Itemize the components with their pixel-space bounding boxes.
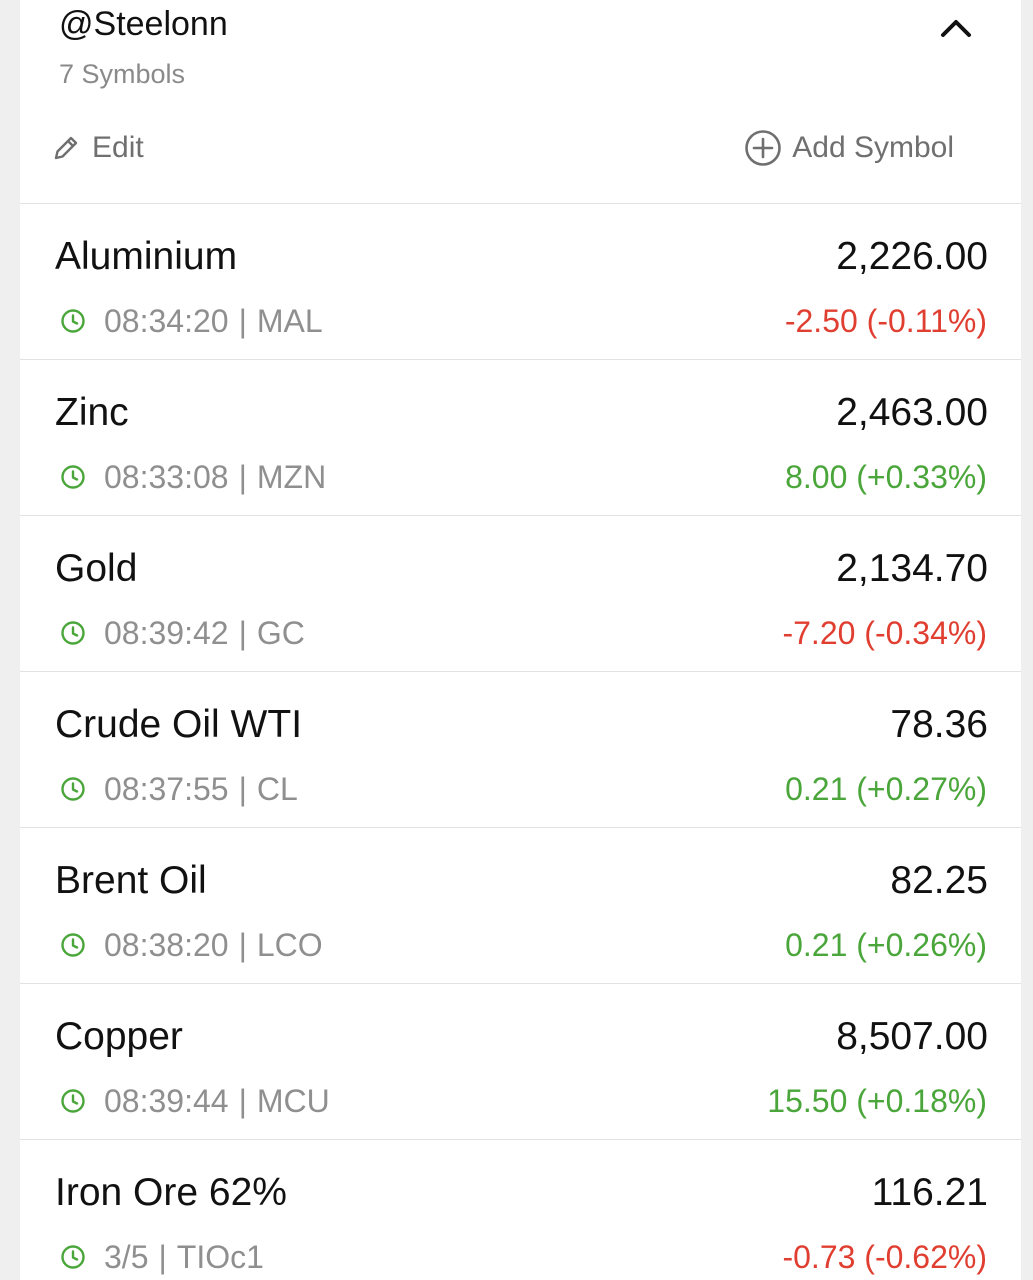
- symbol-name: Crude Oil WTI: [55, 703, 303, 746]
- symbol-name: Gold: [55, 547, 138, 590]
- add-symbol-label: Add Symbol: [792, 131, 954, 164]
- price-change: 15.50 (+0.18%): [767, 1083, 987, 1119]
- price-change: 0.21 (+0.27%): [785, 771, 987, 807]
- price-change: -7.20 (-0.34%): [782, 615, 987, 651]
- update-time: 08:37:55: [104, 771, 229, 807]
- price-change: -2.50 (-0.11%): [784, 303, 987, 339]
- update-time: 08:33:08: [104, 459, 229, 495]
- price-change: 0.21 (+0.26%): [785, 927, 987, 963]
- symbol-count: 7 Symbols: [59, 59, 186, 89]
- symbol-list: Aluminium 2,226.00 08:34:20 | MAL -2.50 …: [20, 204, 1021, 1280]
- separator: |: [238, 926, 247, 963]
- plus-circle-icon: [745, 130, 782, 166]
- symbol-meta: 08:37:55 | CL: [60, 769, 298, 809]
- edit-button[interactable]: Edit: [52, 126, 144, 170]
- ticker-symbol: GC: [256, 615, 305, 651]
- symbol-meta: 08:39:44 | MCU: [60, 1081, 330, 1121]
- symbol-meta: 08:34:20 | MAL: [60, 301, 323, 341]
- symbol-price: 2,226.00: [836, 235, 988, 278]
- symbol-row-mcu[interactable]: Copper 8,507.00 08:39:44 | MCU 15.50 (+0…: [20, 984, 1021, 1140]
- clock-icon: [60, 1088, 86, 1114]
- symbol-meta: 08:38:20 | LCO: [60, 925, 323, 965]
- watchlist-title: @Steelonn: [59, 5, 228, 43]
- clock-icon: [60, 776, 86, 802]
- chevron-up-icon: [941, 20, 971, 37]
- clock-icon: [60, 1244, 86, 1270]
- symbol-row-mal[interactable]: Aluminium 2,226.00 08:34:20 | MAL -2.50 …: [20, 204, 1021, 360]
- clock-icon: [60, 464, 86, 490]
- symbol-price: 2,463.00: [836, 391, 988, 434]
- symbol-price: 2,134.70: [836, 547, 988, 590]
- symbol-name: Aluminium: [55, 235, 238, 278]
- symbol-meta: 08:39:42 | GC: [60, 613, 305, 653]
- symbol-name: Iron Ore 62%: [55, 1171, 287, 1214]
- watchlist-header: @Steelonn 7 Symbols Edit Add Symbol: [20, 0, 1021, 204]
- separator: |: [238, 770, 247, 807]
- symbol-price: 8,507.00: [836, 1015, 988, 1058]
- update-time: 3/5: [104, 1239, 149, 1275]
- clock-icon: [60, 308, 86, 334]
- symbol-meta: 08:33:08 | MZN: [60, 457, 326, 497]
- ticker-symbol: MCU: [256, 1083, 330, 1119]
- price-change: -0.73 (-0.62%): [782, 1239, 987, 1275]
- symbol-row-tioc1[interactable]: Iron Ore 62% 116.21 3/5 | TIOc1 -0.73 (-…: [20, 1140, 1021, 1280]
- separator: |: [238, 458, 247, 495]
- ticker-symbol: TIOc1: [176, 1239, 264, 1275]
- symbol-price: 116.21: [871, 1171, 988, 1214]
- symbol-row-cl[interactable]: Crude Oil WTI 78.36 08:37:55 | CL 0.21 (…: [20, 672, 1021, 828]
- symbol-name: Brent Oil: [55, 859, 207, 902]
- symbol-row-gc[interactable]: Gold 2,134.70 08:39:42 | GC -7.20 (-0.34…: [20, 516, 1021, 672]
- ticker-symbol: LCO: [256, 927, 323, 963]
- clock-icon: [60, 620, 86, 646]
- symbol-name: Copper: [55, 1015, 183, 1058]
- price-change: 8.00 (+0.33%): [785, 459, 987, 495]
- watchlist-panel: @Steelonn 7 Symbols Edit Add Symbol Alum…: [20, 0, 1021, 1280]
- update-time: 08:34:20: [104, 303, 229, 339]
- add-symbol-button[interactable]: Add Symbol: [744, 126, 954, 170]
- symbol-price: 82.25: [890, 859, 988, 902]
- update-time: 08:38:20: [104, 927, 229, 963]
- ticker-symbol: CL: [256, 771, 298, 807]
- symbol-row-mzn[interactable]: Zinc 2,463.00 08:33:08 | MZN 8.00 (+0.33…: [20, 360, 1021, 516]
- update-time: 08:39:42: [104, 615, 229, 651]
- separator: |: [238, 302, 247, 339]
- separator: |: [238, 1082, 247, 1119]
- update-time: 08:39:44: [104, 1083, 229, 1119]
- separator: |: [158, 1238, 167, 1275]
- edit-label: Edit: [92, 131, 144, 164]
- ticker-symbol: MAL: [256, 303, 323, 339]
- ticker-symbol: MZN: [256, 459, 327, 495]
- symbol-price: 78.36: [890, 703, 988, 746]
- collapse-button[interactable]: [932, 8, 980, 48]
- symbol-meta: 3/5 | TIOc1: [60, 1237, 264, 1277]
- clock-icon: [60, 932, 86, 958]
- symbol-name: Zinc: [55, 391, 129, 434]
- symbol-row-lco[interactable]: Brent Oil 82.25 08:38:20 | LCO 0.21 (+0.…: [20, 828, 1021, 984]
- pencil-icon: [54, 136, 78, 160]
- separator: |: [238, 614, 247, 651]
